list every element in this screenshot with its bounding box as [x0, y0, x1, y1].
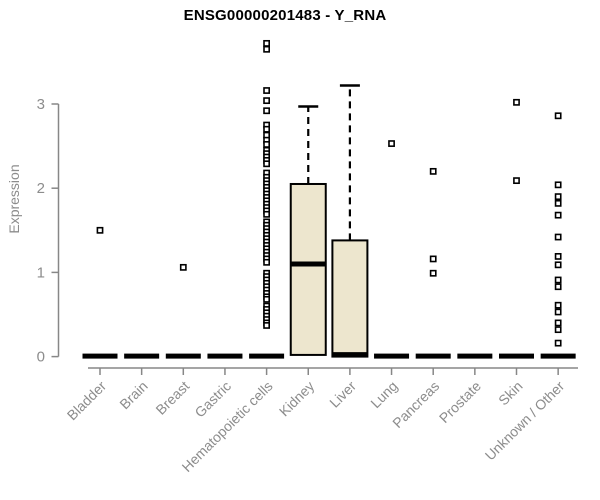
outlier-point-hematopoietic-cells	[263, 125, 270, 133]
x-tick-label-brain: Brain	[116, 378, 150, 412]
outlier-point-unknown-other	[554, 253, 562, 260]
outlier-point-hematopoietic-cells	[263, 295, 270, 303]
outlier-point-unknown-other	[554, 301, 562, 309]
outlier-point-unknown-other	[554, 326, 562, 334]
outlier-point-bladder	[96, 226, 104, 234]
x-tick-label-lung: Lung	[367, 378, 400, 411]
box-collapsed-hematopoietic-cells	[249, 353, 285, 359]
box-collapsed-skin	[499, 353, 534, 359]
outlier-point-unknown-other	[554, 211, 562, 219]
outlier-point-unknown-other	[554, 283, 562, 291]
outlier-point-hematopoietic-cells	[263, 322, 270, 329]
box-collapsed-gastric	[207, 353, 243, 359]
x-tick-label-unknown-other: Unknown / Other	[482, 378, 568, 464]
outlier-point-unknown-other	[554, 319, 562, 327]
box-kidney	[289, 182, 327, 356]
y-tick-label: 2	[37, 180, 45, 197]
outlier-point-skin	[513, 98, 520, 106]
outlier-point-unknown-other	[554, 308, 562, 316]
y-tick-label: 0	[37, 349, 45, 366]
outlier-point-pancreas	[429, 269, 437, 277]
y-tick-label: 1	[37, 264, 45, 281]
x-tick-label-breast: Breast	[152, 378, 192, 418]
outlier-point-unknown-other	[554, 276, 562, 284]
x-tick-label-prostate: Prostate	[436, 378, 484, 426]
outlier-point-lung	[388, 140, 395, 147]
box-collapsed-lung	[374, 353, 410, 359]
y-tick-label: 3	[37, 96, 45, 113]
outlier-point-skin	[513, 177, 520, 185]
outlier-point-breast	[179, 263, 187, 271]
outlier-point-pancreas	[429, 167, 437, 175]
box-collapsed-breast	[165, 353, 201, 359]
x-tick-label-kidney: Kidney	[276, 378, 318, 420]
outlier-point-hematopoietic-cells	[263, 87, 270, 94]
outlier-point-hematopoietic-cells	[263, 258, 270, 266]
box-collapsed-brain	[124, 353, 160, 359]
box-collapsed-unknown-other	[540, 353, 576, 359]
outlier-point-hematopoietic-cells	[263, 39, 270, 47]
x-tick-label-liver: Liver	[326, 378, 359, 411]
outlier-point-hematopoietic-cells	[263, 210, 270, 218]
outlier-point-unknown-other	[554, 199, 562, 207]
outlier-point-unknown-other	[554, 181, 562, 189]
outlier-point-unknown-other	[554, 261, 562, 269]
outlier-point-hematopoietic-cells	[263, 160, 270, 168]
outlier-point-hematopoietic-cells	[263, 107, 270, 115]
outlier-point-unknown-other	[554, 112, 562, 120]
outlier-point-hematopoietic-cells	[263, 141, 270, 148]
chart-title: ENSG00000201483 - Y_RNA	[183, 7, 387, 24]
box-collapsed-bladder	[82, 353, 118, 359]
outlier-point-unknown-other	[554, 233, 562, 241]
outlier-point-unknown-other	[554, 339, 562, 347]
box-liver	[331, 239, 369, 358]
outlier-point-unknown-other	[554, 193, 562, 201]
outlier-point-hematopoietic-cells	[263, 97, 270, 105]
box-collapsed-prostate	[457, 353, 493, 359]
outlier-point-hematopoietic-cells	[263, 45, 270, 53]
box-collapsed-pancreas	[415, 353, 451, 359]
outlier-point-pancreas	[429, 255, 437, 263]
x-tick-label-skin: Skin	[495, 378, 526, 409]
x-tick-label-bladder: Bladder	[64, 378, 110, 424]
